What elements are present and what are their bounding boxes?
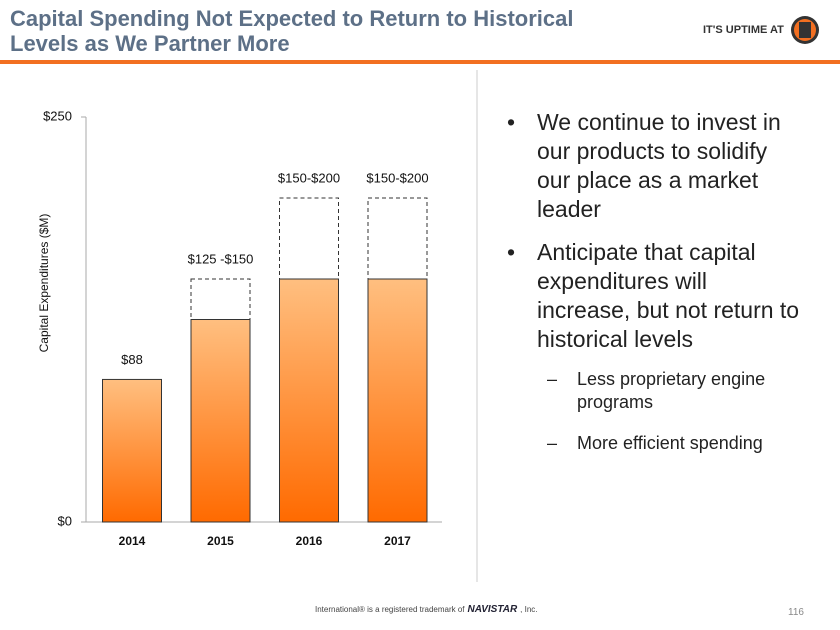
title-line: Levels as We Partner More bbox=[10, 31, 290, 56]
trademark-prefix: International® is a registered trademark… bbox=[315, 605, 465, 614]
value-label: $150-$200 bbox=[278, 170, 340, 185]
bar bbox=[190, 319, 251, 523]
title-line: Capital Spending Not Expected to Return … bbox=[10, 6, 574, 31]
y-tick-label: $250 bbox=[43, 108, 72, 123]
logo-icon bbox=[791, 16, 819, 44]
trademark-suffix: , Inc. bbox=[520, 605, 538, 614]
value-label: $150-$200 bbox=[366, 170, 428, 185]
page-number: 116 bbox=[788, 607, 804, 618]
bar bbox=[367, 278, 428, 523]
bar bbox=[102, 378, 162, 523]
range-box bbox=[279, 197, 339, 280]
bar bbox=[279, 278, 339, 523]
y-tick-label: $0 bbox=[58, 513, 72, 528]
x-tick-label: 2017 bbox=[384, 534, 411, 548]
bullet: We continue to invest in our products to… bbox=[505, 108, 805, 224]
range-box bbox=[367, 197, 428, 280]
bullet: Anticipate that capital expenditures wil… bbox=[505, 238, 805, 354]
value-label: $88 bbox=[121, 352, 143, 367]
brand: NAVISTAR bbox=[467, 604, 518, 615]
value-label: $125 -$150 bbox=[188, 251, 254, 266]
logo-text: IT'S UPTIME AT bbox=[703, 24, 784, 36]
slide-title: Capital Spending Not Expected to Return … bbox=[10, 6, 574, 56]
x-tick-label: 2016 bbox=[296, 534, 323, 548]
x-tick-label: 2015 bbox=[207, 534, 234, 548]
sub-bullet: More efficient spending bbox=[537, 432, 805, 455]
x-tick-label: 2014 bbox=[119, 534, 146, 548]
y-axis-label: Capital Expenditures ($M) bbox=[37, 214, 51, 353]
sub-bullet: Less proprietary engine programs bbox=[537, 368, 805, 414]
range-box bbox=[190, 278, 251, 320]
footer: International® is a registered trademark… bbox=[315, 604, 538, 615]
bullet-list: We continue to invest in our products to… bbox=[505, 108, 805, 473]
header-rule bbox=[0, 60, 840, 64]
